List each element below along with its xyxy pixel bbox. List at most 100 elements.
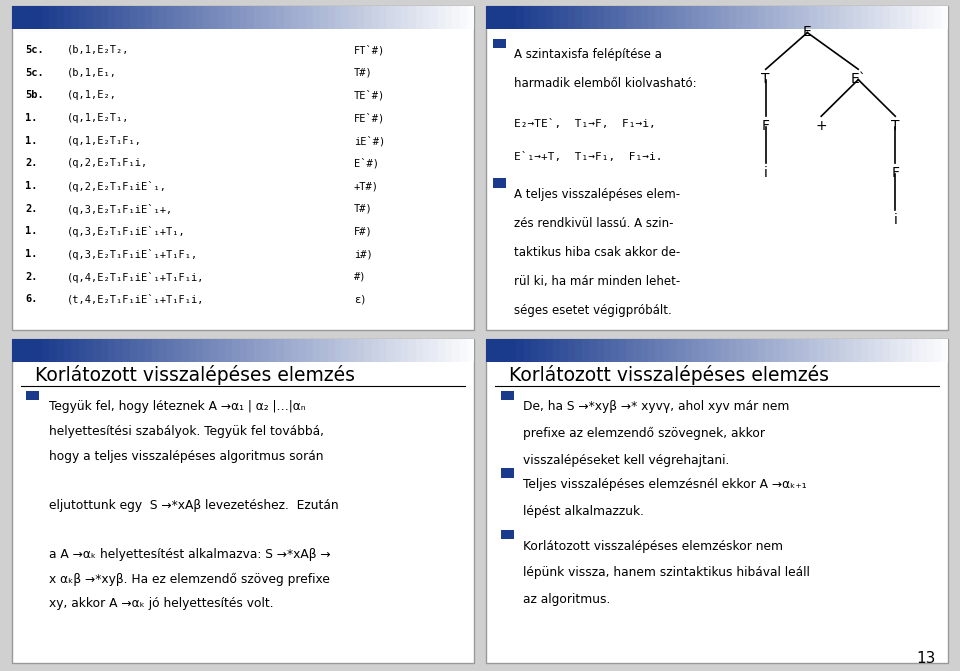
Text: helyettesítési szabályok. Tegyük fel továbbá,: helyettesítési szabályok. Tegyük fel tov… — [49, 425, 324, 438]
Bar — [500, 530, 514, 539]
Bar — [898, 339, 904, 362]
Bar — [276, 6, 284, 29]
Bar — [486, 6, 509, 29]
Text: 6.: 6. — [25, 295, 37, 305]
Bar — [692, 6, 700, 29]
Bar — [166, 6, 174, 29]
Text: E`#): E`#) — [354, 158, 379, 169]
Bar — [12, 339, 35, 362]
Text: E₂→TE`,  T₁→F,  F₁→i,: E₂→TE`, T₁→F, F₁→i, — [514, 119, 656, 130]
Bar — [486, 339, 509, 362]
Bar — [612, 6, 619, 29]
Bar — [57, 6, 64, 29]
Bar — [86, 6, 93, 29]
Bar — [430, 6, 438, 29]
Bar — [684, 6, 692, 29]
Bar — [79, 339, 86, 362]
Bar — [714, 339, 721, 362]
Text: lépést alkalmazzuk.: lépést alkalmazzuk. — [523, 505, 644, 518]
Bar — [516, 6, 523, 29]
Bar — [817, 339, 824, 362]
Bar — [787, 339, 795, 362]
Bar — [802, 339, 809, 362]
Text: T#): T#) — [354, 204, 372, 214]
Bar — [71, 6, 79, 29]
Bar — [460, 339, 467, 362]
Bar — [619, 6, 626, 29]
Bar — [452, 339, 460, 362]
Bar — [876, 339, 882, 362]
Bar — [181, 6, 188, 29]
Bar — [174, 339, 181, 362]
Bar — [327, 339, 335, 362]
Bar — [561, 6, 567, 29]
Bar — [509, 339, 516, 362]
Text: (q,4,E₂T₁F₁iE`₁+T₁F₁i,: (q,4,E₂T₁F₁iE`₁+T₁F₁i, — [67, 272, 204, 282]
Bar — [868, 6, 876, 29]
Bar — [670, 339, 678, 362]
Bar — [904, 6, 912, 29]
Bar — [919, 339, 926, 362]
Bar — [743, 339, 751, 362]
Bar — [678, 339, 684, 362]
Bar — [492, 39, 506, 48]
Text: De, ha S →*xyβ →* xyvγ, ahol xyv már nem: De, ha S →*xyβ →* xyvγ, ahol xyv már nem — [523, 401, 789, 413]
Bar — [765, 339, 773, 362]
Bar — [386, 339, 394, 362]
FancyBboxPatch shape — [486, 339, 948, 663]
Text: F#): F#) — [354, 226, 372, 236]
Bar — [305, 6, 313, 29]
Bar — [218, 339, 226, 362]
Text: az algoritmus.: az algoritmus. — [523, 593, 611, 606]
Bar — [188, 6, 196, 29]
Bar — [49, 6, 57, 29]
Bar — [626, 6, 634, 29]
Bar — [379, 339, 386, 362]
Bar — [416, 6, 423, 29]
Bar — [166, 339, 174, 362]
Bar — [181, 339, 188, 362]
FancyBboxPatch shape — [12, 339, 474, 663]
Bar — [145, 6, 152, 29]
Text: A teljes visszalépéses elem-: A teljes visszalépéses elem- — [514, 187, 680, 201]
Bar — [868, 339, 876, 362]
Text: Korlátozott visszalépéses elemzés: Korlátozott visszalépéses elemzés — [35, 365, 354, 384]
Bar — [824, 6, 831, 29]
Bar — [452, 6, 460, 29]
Bar — [582, 6, 589, 29]
Text: 1.: 1. — [25, 113, 37, 123]
Bar — [700, 339, 707, 362]
Bar — [12, 6, 35, 29]
Bar — [423, 339, 430, 362]
Text: (b,1,E₂T₂,: (b,1,E₂T₂, — [67, 45, 130, 55]
Text: Tegyük fel, hogy léteznek A →α₁ | α₂ |…|αₙ: Tegyük fel, hogy léteznek A →α₁ | α₂ |…|… — [49, 401, 305, 413]
Bar — [545, 339, 553, 362]
Bar — [444, 6, 452, 29]
Bar — [919, 6, 926, 29]
Bar — [401, 339, 408, 362]
Bar — [912, 6, 919, 29]
Bar — [49, 339, 57, 362]
Bar — [656, 6, 662, 29]
Text: (q,1,E₂T₁F₁,: (q,1,E₂T₁F₁, — [67, 136, 142, 146]
Bar — [604, 339, 612, 362]
Bar — [130, 6, 137, 29]
Bar — [159, 6, 166, 29]
Bar — [226, 6, 232, 29]
Text: lépünk vissza, hanem szintaktikus hibával leáll: lépünk vissza, hanem szintaktikus hibáva… — [523, 566, 809, 579]
Bar — [707, 6, 714, 29]
Bar — [291, 6, 299, 29]
Text: 1.: 1. — [25, 249, 37, 259]
Bar — [42, 339, 49, 362]
Bar — [523, 6, 531, 29]
Bar — [736, 339, 743, 362]
Bar — [137, 339, 145, 362]
Bar — [839, 6, 846, 29]
Bar — [299, 339, 305, 362]
Bar — [218, 6, 226, 29]
Bar — [226, 339, 232, 362]
Bar — [444, 339, 452, 362]
Text: harmadik elemből kiolvasható:: harmadik elemből kiolvasható: — [514, 77, 696, 91]
Bar — [561, 339, 567, 362]
Text: +: + — [815, 119, 828, 134]
